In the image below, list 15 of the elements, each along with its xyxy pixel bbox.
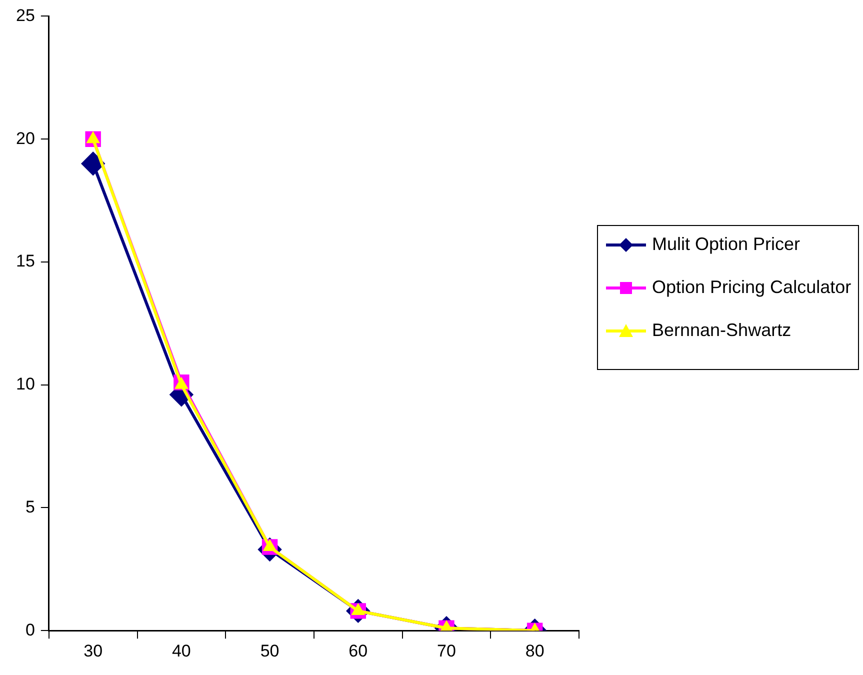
x-tick-label: 70 (437, 641, 456, 660)
x-tick-label: 60 (348, 641, 368, 660)
legend-label: Option Pricing Calculator (652, 277, 852, 298)
y-tick-label: 5 (25, 497, 35, 516)
x-tick-label: 40 (172, 641, 191, 660)
y-tick-label: 10 (16, 374, 35, 394)
y-tick-label: 25 (16, 6, 35, 25)
x-tick-label: 30 (84, 641, 103, 660)
y-tick-label: 20 (16, 128, 35, 148)
x-tick-label: 80 (525, 641, 544, 660)
x-tick-label: 50 (260, 641, 280, 660)
legend-label: Bernnan-Shwartz (652, 320, 792, 341)
y-tick-label: 15 (16, 252, 35, 271)
y-tick-label: 0 (25, 620, 35, 640)
legend-label: Mulit Option Pricer (652, 234, 800, 255)
